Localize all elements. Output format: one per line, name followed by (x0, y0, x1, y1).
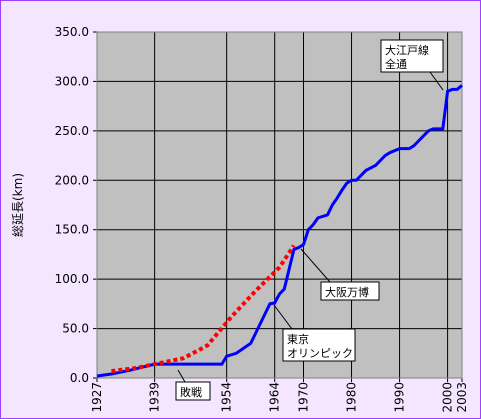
annotation-box (175, 381, 211, 401)
data-line (111, 244, 296, 374)
x-tick-label: 1927 (90, 382, 104, 413)
annotation-text: 大阪万博 (325, 285, 369, 299)
y-tick-label: 350.0 (55, 25, 89, 39)
x-tick-label: 1990 (393, 382, 407, 413)
annotation-text: オリンピック (287, 347, 353, 360)
x-tick-label: 1939 (148, 382, 162, 413)
annotation: 大阪万博 (300, 248, 380, 301)
y-tick-label: 100.0 (55, 272, 89, 286)
annotation-leader (300, 248, 331, 283)
annotation-leader (429, 71, 444, 91)
y-tick-label: 0.0 (70, 371, 89, 385)
annotation-box (320, 281, 380, 301)
x-tick-label: 1980 (345, 382, 359, 413)
annotation-text: 敗戦 (180, 385, 202, 399)
x-tick-label: 1964 (268, 382, 282, 413)
x-tick-label: 2003 (455, 382, 469, 413)
annotation-leader (177, 369, 186, 383)
annotation: 敗戦 (175, 369, 211, 401)
y-tick-label: 150.0 (55, 223, 89, 237)
y-tick-label: 300.0 (55, 74, 89, 88)
annotation-text: 大江戸線 (385, 43, 429, 57)
x-tick-label: 1970 (297, 382, 311, 413)
plot-border (96, 31, 463, 379)
annotation-text: 東京 (287, 332, 309, 346)
x-tick-label: 2000 (441, 382, 455, 413)
y-tick-label: 250.0 (55, 124, 89, 138)
y-tick-label: 200.0 (55, 173, 89, 187)
annotation-box (380, 39, 444, 73)
annotation-text: 全通 (385, 57, 407, 71)
y-axis-label: 総延長(km) (11, 173, 25, 237)
data-line (96, 84, 463, 378)
x-tick-label: 1954 (220, 382, 234, 413)
plot-area (96, 31, 463, 379)
annotation-leader (273, 304, 293, 330)
y-tick-label: 50.0 (62, 322, 89, 336)
annotation-box (282, 328, 356, 362)
